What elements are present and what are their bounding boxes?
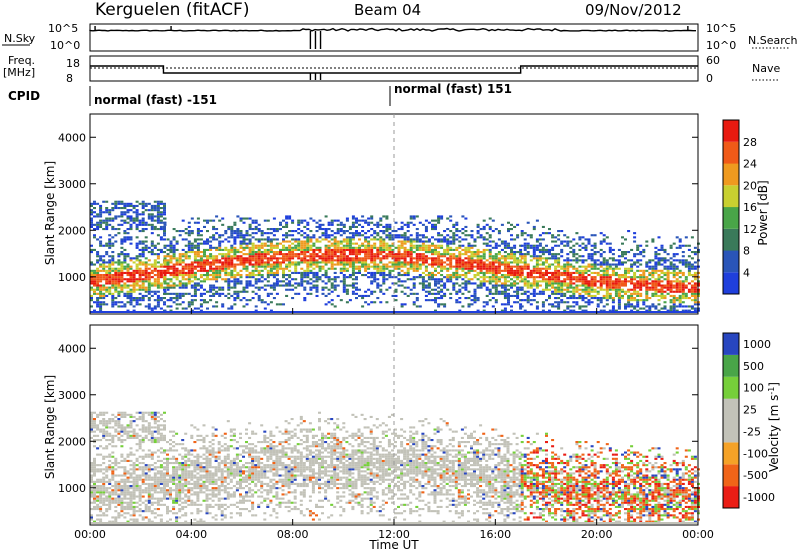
colorbar-tick-label: 100 bbox=[743, 382, 764, 395]
colorbar-tick-label: 28 bbox=[743, 136, 757, 149]
colorbar-tick-label: 8 bbox=[743, 245, 750, 258]
y-tick-label: 3000 bbox=[58, 389, 86, 402]
power-colorbar-label: Power [dB] bbox=[756, 180, 770, 245]
colorbar-tick-label: 500 bbox=[743, 360, 764, 373]
x-tick-label: 04:00 bbox=[175, 528, 207, 541]
y-tick-label: 3000 bbox=[58, 178, 86, 191]
time-axis-label: Time UT bbox=[368, 538, 419, 552]
colorbar-swatch bbox=[723, 354, 739, 377]
y-tick-label: 4000 bbox=[58, 342, 86, 355]
colorbar-frame bbox=[722, 119, 740, 295]
echo-cells bbox=[90, 200, 700, 312]
freq-tick-top: 18 bbox=[66, 57, 80, 70]
colorbar-swatch bbox=[723, 207, 739, 229]
colorbar-swatch bbox=[723, 442, 739, 465]
colorbar-swatch bbox=[723, 120, 739, 142]
colorbar-tick-label: 12 bbox=[743, 223, 757, 236]
x-tick-label: 16:00 bbox=[479, 528, 511, 541]
y-tick-label: 2000 bbox=[58, 224, 86, 237]
velocity-ylabel: Slant Range [km] bbox=[43, 375, 57, 479]
colorbar-tick-label: -25 bbox=[743, 425, 761, 438]
velocity-heatmap: 1000 2000 3000 4000 bbox=[58, 324, 700, 526]
nsky-trace bbox=[89, 26, 696, 49]
colorbar-swatch bbox=[723, 464, 739, 487]
colorbar-tick-label: 16 bbox=[743, 201, 757, 214]
freq-unit-label: [MHz] bbox=[3, 66, 35, 79]
colorbar-tick-label: -500 bbox=[743, 469, 768, 482]
colorbar-tick-label: -1000 bbox=[743, 491, 775, 504]
nave-tick-bottom: 0 bbox=[706, 72, 713, 85]
cpid-segment-2: normal (fast) 151 bbox=[394, 82, 512, 96]
colorbar-swatch bbox=[723, 250, 739, 273]
y-tick-label: 1000 bbox=[58, 271, 86, 284]
time-axis: 00:00 04:00 08:00 12:00 16:00 20:00 00:00 bbox=[74, 308, 714, 541]
nsearch-tick-bottom: 10^0 bbox=[706, 39, 736, 52]
power-ylabel: Slant Range [km] bbox=[43, 161, 57, 265]
y-tick-label: 1000 bbox=[58, 482, 86, 495]
nsky-label: N.Sky bbox=[4, 32, 36, 45]
colorbar-swatch bbox=[723, 420, 739, 443]
nsky-panel-frame bbox=[89, 23, 699, 52]
nave-tick-top: 60 bbox=[706, 54, 720, 67]
colorbar-tick-label: 20 bbox=[743, 179, 757, 192]
colorbar-swatch bbox=[723, 228, 739, 251]
colorbar-frame bbox=[722, 332, 740, 509]
colorbar-swatch bbox=[723, 333, 739, 355]
x-tick-label: 00:00 bbox=[682, 528, 714, 541]
colorbar-swatch bbox=[723, 376, 739, 399]
colorbar-swatch bbox=[723, 141, 739, 164]
colorbar-tick-label: -100 bbox=[743, 447, 768, 460]
nsearch-tick-top: 10^5 bbox=[706, 22, 736, 35]
cpid-label: CPID bbox=[8, 89, 40, 103]
station-title: Kerguelen (fitACF) bbox=[95, 0, 249, 20]
colorbar-tick-label: 1000 bbox=[743, 338, 771, 351]
velocity-colorbar-label: Velocity [m s-1] bbox=[767, 382, 781, 472]
colorbar-swatch bbox=[723, 185, 739, 208]
x-tick-label: 12:00 bbox=[378, 528, 410, 541]
nave-label: Nave bbox=[752, 62, 780, 75]
y-tick-label: 4000 bbox=[58, 131, 86, 144]
nsearch-label: N.Search bbox=[748, 34, 798, 47]
colorbar-swatch bbox=[723, 163, 739, 186]
nsky-tick-bottom: 10^0 bbox=[50, 39, 80, 52]
freq-trace bbox=[90, 65, 698, 80]
x-tick-label: 00:00 bbox=[74, 528, 106, 541]
power-heatmap: 1000 2000 3000 4000 bbox=[58, 113, 700, 315]
freq-tick-bottom: 8 bbox=[66, 72, 73, 85]
y-tick-label: 2000 bbox=[58, 435, 86, 448]
nsky-tick-top: 10^5 bbox=[48, 22, 78, 35]
date-label: 09/Nov/2012 bbox=[585, 1, 682, 19]
colorbar-swatch bbox=[723, 398, 739, 421]
velocity-colorbar: -1000 -500 -100 -25 25 100 500 1000 bbox=[722, 332, 775, 509]
cpid-segment-1: normal (fast) -151 bbox=[94, 93, 217, 107]
colorbar-tick-label: 24 bbox=[743, 158, 757, 171]
freq-label: Freq. bbox=[8, 54, 35, 67]
colorbar-tick-label: 25 bbox=[743, 404, 757, 417]
x-tick-label: 20:00 bbox=[581, 528, 613, 541]
colorbar-swatch bbox=[723, 486, 739, 508]
beam-label: Beam 04 bbox=[354, 1, 421, 19]
power-colorbar: 4 8 12 16 20 24 28 bbox=[722, 119, 757, 295]
colorbar-tick-label: 4 bbox=[743, 266, 750, 279]
colorbar-swatch bbox=[723, 272, 739, 295]
x-tick-label: 08:00 bbox=[277, 528, 309, 541]
